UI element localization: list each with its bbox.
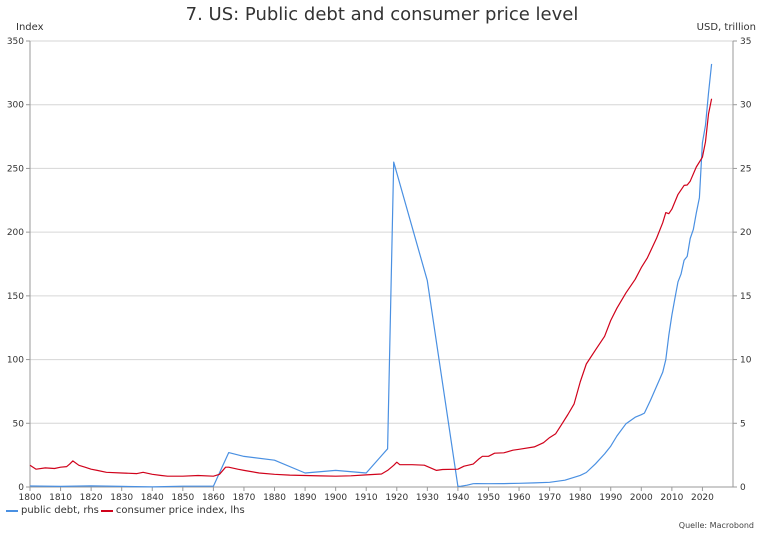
x-tick-label: 1820: [80, 493, 103, 503]
right-tick-label: 25: [740, 164, 751, 174]
x-tick-label: 1800: [19, 493, 42, 503]
x-tick-label: 1880: [263, 493, 286, 503]
x-tick-label: 1830: [110, 493, 133, 503]
source-note: Quelle: Macrobond: [678, 521, 754, 530]
left-tick-label: 250: [7, 164, 24, 174]
legend-label-public-debt: public debt, rhs: [21, 505, 99, 516]
x-tick-label: 1960: [508, 493, 531, 503]
gridlines: [30, 40, 733, 488]
x-tick-label: 1890: [294, 493, 317, 503]
left-axis: 0 50 100 150 200 250 300 350: [7, 37, 31, 493]
left-tick-label: 200: [7, 228, 24, 238]
x-tick-label: 1910: [355, 493, 378, 503]
left-tick-label: 300: [7, 101, 24, 111]
legend-label-cpi: consumer price index, lhs: [115, 505, 245, 516]
right-tick-label: 35: [740, 37, 751, 47]
left-axis-unit-label: Index: [16, 22, 44, 33]
x-tick-label: 2000: [630, 493, 653, 503]
x-axis: 1800 1810 1820 1830 1840 1850 1860 1870 1880 1890…: [19, 487, 714, 503]
x-tick-label: 2010: [660, 493, 683, 503]
x-tick-label: 2020: [691, 493, 714, 503]
left-tick-label: 350: [7, 37, 24, 47]
x-tick-label: 1990: [599, 493, 622, 503]
legend-item-public-debt: public debt, rhs: [6, 505, 99, 516]
legend: public debt, rhs consumer price index, l…: [6, 505, 247, 516]
x-tick-label: 1920: [385, 493, 408, 503]
x-tick-label: 1900: [324, 493, 347, 503]
right-tick-label: 30: [740, 101, 752, 111]
right-axis: 0 5 10 15 20 25 30 35: [732, 37, 752, 493]
left-tick-label: 100: [7, 356, 24, 366]
x-tick-label: 1970: [538, 493, 561, 503]
series-line-public-debt: [29, 63, 713, 488]
x-tick-label: 1810: [49, 493, 72, 503]
x-tick-label: 1950: [477, 493, 500, 503]
x-tick-label: 1980: [569, 493, 592, 503]
legend-item-cpi: consumer price index, lhs: [100, 505, 245, 516]
x-tick-label: 1940: [446, 493, 469, 503]
right-tick-label: 15: [740, 292, 751, 302]
left-tick-label: 150: [7, 292, 24, 302]
right-tick-label: 5: [740, 419, 746, 429]
right-tick-label: 20: [740, 228, 752, 238]
right-axis-unit-label: USD, trillion: [696, 22, 756, 33]
series-line-cpi: [29, 98, 713, 477]
series-lines: [29, 63, 713, 488]
x-tick-label: 1850: [171, 493, 194, 503]
right-tick-label: 0: [740, 483, 746, 493]
legend-swatch-cpi: [100, 509, 113, 512]
x-tick-label: 1860: [202, 493, 225, 503]
left-tick-label: 0: [18, 483, 24, 493]
x-tick-label: 1930: [416, 493, 439, 503]
right-tick-label: 10: [740, 356, 752, 366]
chart-title: 7. US: Public debt and consumer price le…: [185, 4, 579, 25]
x-tick-label: 1870: [233, 493, 256, 503]
legend-swatch-public-debt: [6, 509, 18, 512]
x-tick-label: 1840: [141, 493, 164, 503]
left-tick-label: 50: [13, 419, 25, 429]
